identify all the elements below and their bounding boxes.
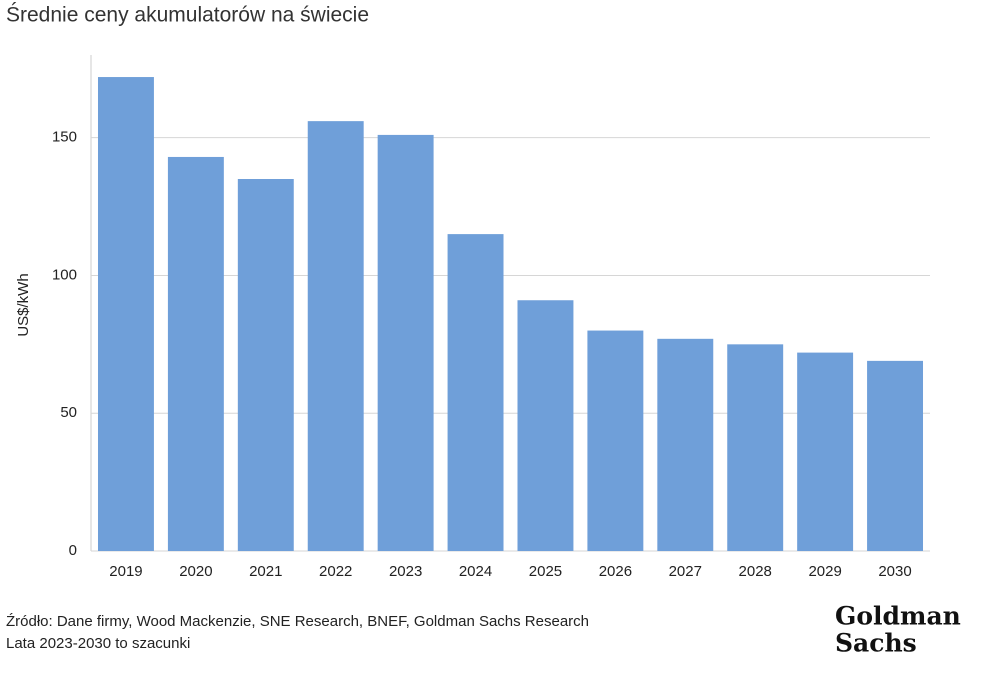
x-tick-label: 2025 (529, 563, 562, 580)
bar (167, 156, 224, 551)
x-tick-label: 2024 (459, 563, 492, 580)
x-tick-label: 2027 (669, 563, 702, 580)
x-tick-label: 2023 (389, 563, 422, 580)
y-tick-label: 150 (52, 129, 77, 146)
y-axis-label: US$/kWh (15, 273, 32, 336)
bar (377, 134, 434, 551)
x-tick-label: 2022 (319, 563, 352, 580)
logo: Goldman (835, 602, 961, 631)
x-tick-label: 2021 (249, 563, 282, 580)
y-tick-label: 0 (69, 542, 77, 559)
x-tick-label: 2030 (878, 563, 911, 580)
x-tick-label: 2026 (599, 563, 632, 580)
note: Lata 2023-2030 to szacunki (6, 635, 190, 652)
bar (727, 344, 784, 551)
logo: Sachs (835, 629, 917, 658)
chart-title: Średnie ceny akumulatorów na świecie (6, 3, 369, 27)
bar (867, 360, 924, 551)
bar (587, 330, 644, 551)
bar (237, 179, 294, 551)
x-tick-label: 2019 (109, 563, 142, 580)
x-tick-label: 2020 (179, 563, 212, 580)
bar (307, 121, 364, 551)
source: Źródło: Dane firmy, Wood Mackenzie, SNE … (6, 613, 589, 630)
bar (657, 338, 714, 551)
y-tick-label: 50 (60, 404, 77, 421)
y-tick-label: 100 (52, 266, 77, 283)
x-tick-label: 2029 (808, 563, 841, 580)
bar (447, 234, 504, 551)
bar (97, 77, 154, 552)
bar (517, 300, 574, 551)
bar (797, 352, 854, 551)
x-tick-label: 2028 (739, 563, 772, 580)
